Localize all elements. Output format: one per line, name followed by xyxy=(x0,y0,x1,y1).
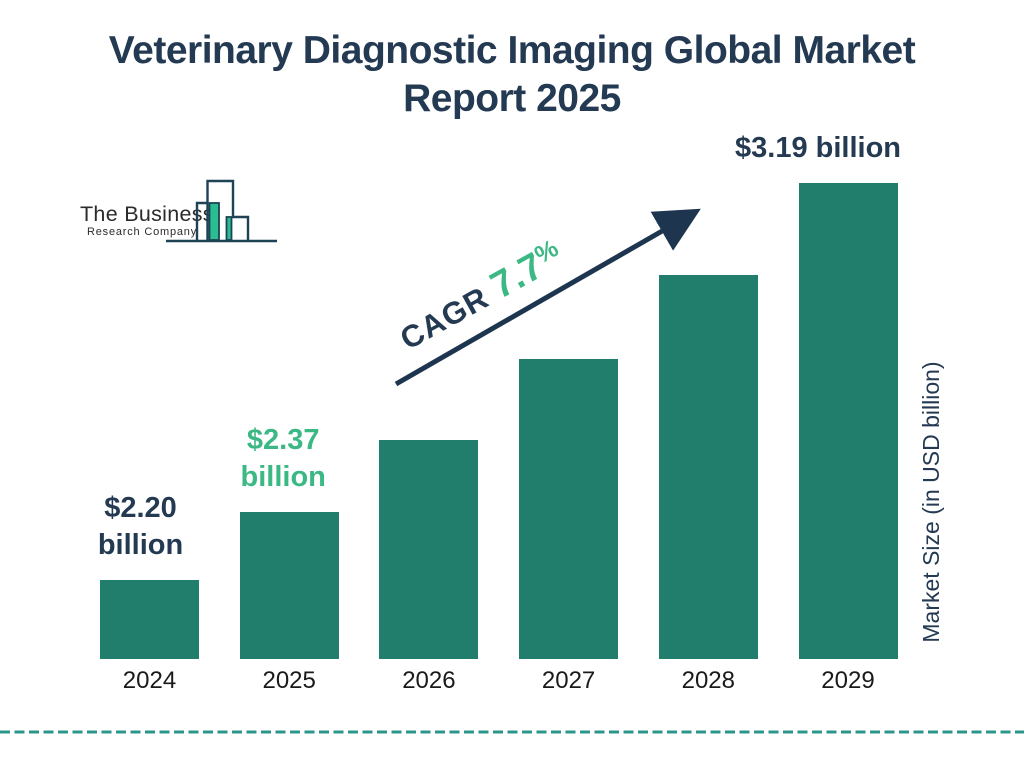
x-tick-2026: 2026 xyxy=(402,667,456,694)
logo-company-subtitle: Research Company xyxy=(87,226,198,238)
value-label-2025: $2.37 billion xyxy=(240,423,326,493)
footer-dashed-line xyxy=(0,730,1024,734)
y-axis-label: Market Size (in USD billion) xyxy=(918,361,944,643)
x-tick-2024: 2024 xyxy=(122,667,177,694)
company-logo: The Business Research Company xyxy=(75,172,295,248)
x-tick-2027: 2027 xyxy=(541,667,596,694)
bar-2029 xyxy=(798,183,898,659)
value-label-2029: $3.19 billion xyxy=(735,132,901,164)
logo-company-name: The Business xyxy=(80,202,214,226)
value-label-2024: $2.20 billion xyxy=(97,492,184,561)
bar-2028 xyxy=(658,275,758,659)
page-title: Veterinary Diagnostic Imaging Global Mar… xyxy=(0,27,1024,123)
bar-2025 xyxy=(239,511,339,659)
logo-bar-chart-icon xyxy=(166,179,277,243)
bar-2024 xyxy=(100,580,199,659)
bar-2027 xyxy=(519,359,619,659)
x-tick-2028: 2028 xyxy=(681,667,735,694)
page-title-line-2: Report 2025 xyxy=(403,77,621,120)
page-title-line-1: Veterinary Diagnostic Imaging Global Mar… xyxy=(108,29,916,72)
x-tick-2025: 2025 xyxy=(262,667,316,694)
bar-2026 xyxy=(379,439,479,659)
x-tick-2029: 2029 xyxy=(821,667,875,694)
